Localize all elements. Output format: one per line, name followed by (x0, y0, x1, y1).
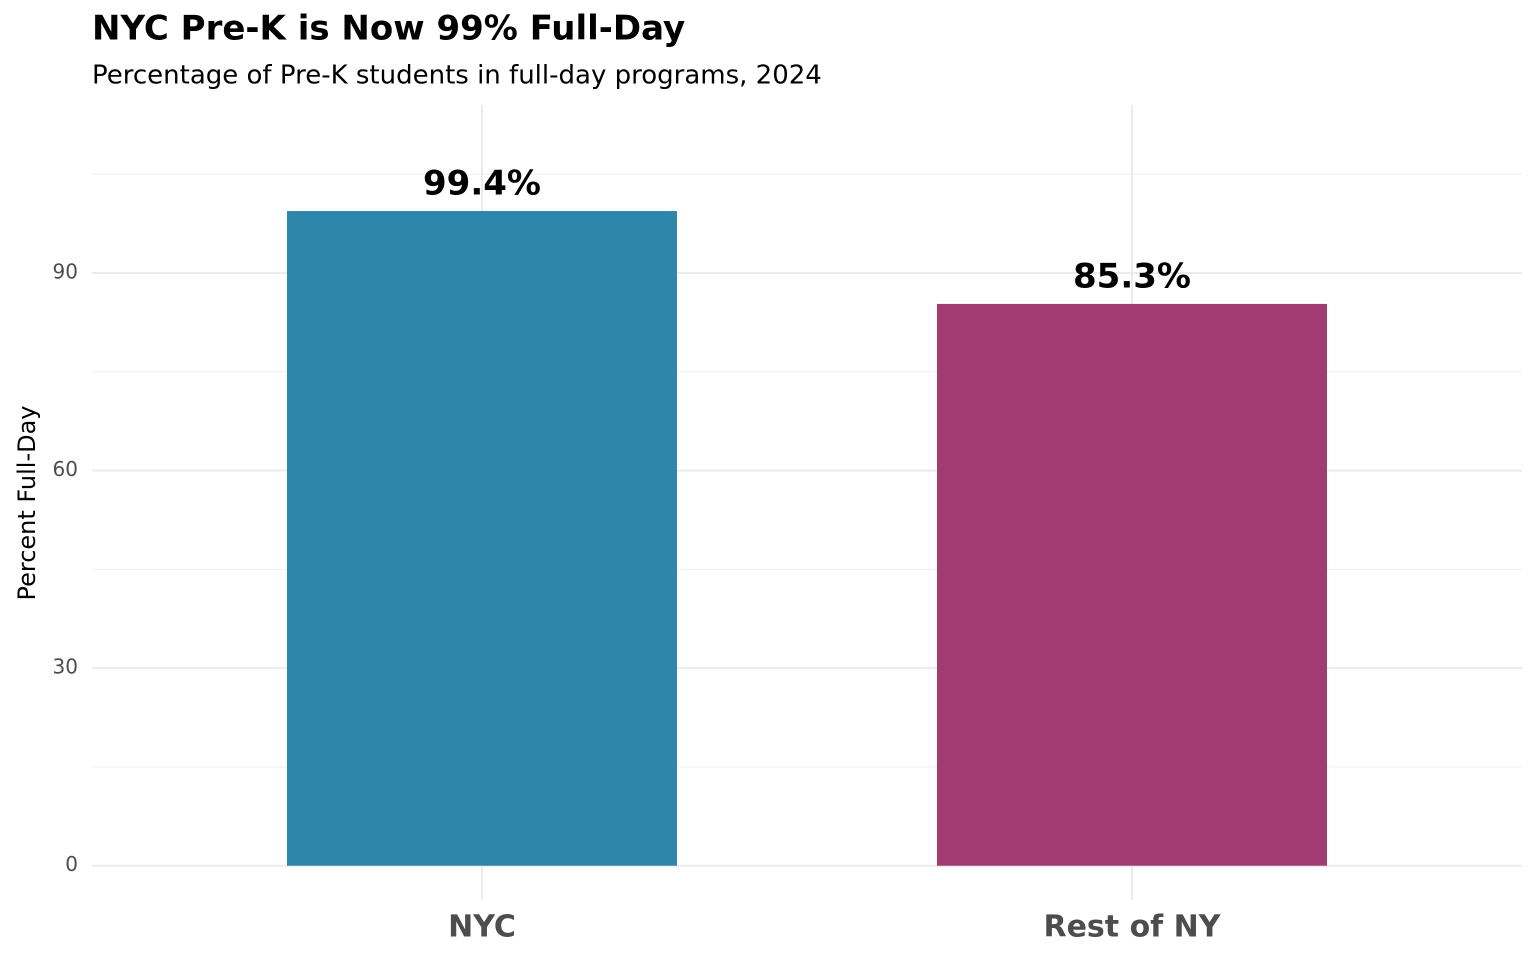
x-tick-label: NYC (448, 910, 516, 945)
bar (937, 303, 1327, 866)
y-tick-label: 30 (53, 655, 78, 679)
value-label: 99.4% (423, 164, 541, 204)
y-axis-label: Percent Full-Day (13, 405, 41, 600)
y-tick-label: 60 (53, 457, 78, 481)
x-tick-label: Rest of NY (1043, 910, 1221, 945)
chart-title: NYC Pre-K is Now 99% Full-Day (92, 9, 685, 49)
chart-subtitle: Percentage of Pre-K students in full-day… (92, 61, 822, 91)
value-label: 85.3% (1073, 256, 1191, 296)
y-tick-label: 0 (65, 852, 78, 876)
y-tick-label: 90 (53, 259, 78, 283)
bar (287, 211, 677, 866)
